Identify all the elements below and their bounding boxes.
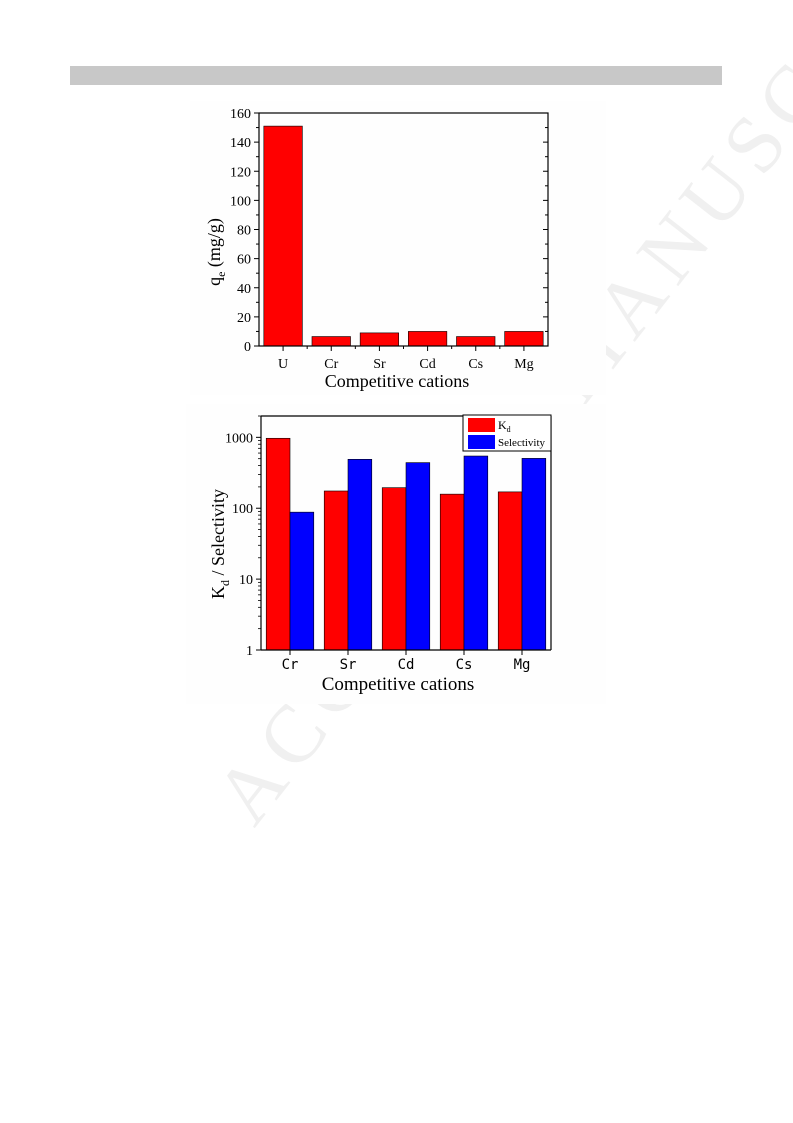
x-axis-label: Competitive cations	[322, 674, 475, 695]
figure-panel-bottom: 1 10 100 1000 Cr Sr Cd Cs Mg Kd Selectivity Com…	[186, 404, 606, 704]
y-tick-label: 40	[237, 282, 251, 297]
bar-u	[263, 125, 303, 347]
bar-cs	[456, 336, 496, 347]
bar-selectivity-sr	[347, 459, 373, 651]
bar-selectivity-mg	[521, 458, 547, 651]
y-tick-label: 100	[232, 502, 253, 517]
bar-cd	[408, 331, 448, 347]
legend-swatch-kd	[468, 418, 495, 432]
y-tick-label: 0	[244, 340, 251, 355]
y-tick-label: 80	[237, 224, 251, 239]
x-tick-label-sr: Sr	[340, 657, 357, 673]
x-tick-label-cr: Cr	[282, 657, 299, 673]
y-tick-label: 140	[230, 136, 251, 151]
header-bar	[70, 66, 722, 85]
x-tick-label-cd: Cd	[419, 357, 435, 372]
x-axis-label: Competitive cations	[325, 371, 469, 391]
y-tick-label: 20	[237, 311, 251, 326]
y-tick-label: 100	[230, 194, 251, 209]
y-tick-label: 60	[237, 253, 251, 268]
y-tick-label: 1	[246, 644, 253, 659]
legend-label-kd: Kd	[498, 418, 511, 434]
bar-kd-cd	[381, 487, 407, 651]
bar-kd-sr	[323, 490, 349, 651]
x-tick-label-cr: Cr	[324, 357, 338, 372]
y-axis-label: qe (mg/g)	[204, 218, 228, 286]
bar-kd-mg	[497, 491, 523, 651]
y-tick-label: 1000	[225, 431, 253, 446]
x-tick-label-mg: Mg	[514, 657, 531, 673]
figure-panel-top: 0 20 40 60 80 100 120 140 160 U Cr Sr Cd Cs Mg Compet…	[190, 101, 606, 395]
bar-kd-cr	[265, 437, 291, 651]
x-tick-label-sr: Sr	[373, 357, 386, 372]
bar-selectivity-cd	[405, 462, 431, 651]
qe-bar-chart: 0 20 40 60 80 100 120 140 160 U Cr Sr Cd Cs Mg Compet…	[204, 107, 549, 391]
x-tick-label-u: U	[278, 357, 288, 372]
bar-mg	[504, 331, 544, 347]
bar-cr	[311, 336, 351, 347]
bar-kd-cs	[439, 493, 465, 651]
y-tick-label: 120	[230, 165, 251, 180]
bar-selectivity-cs	[463, 455, 489, 651]
x-tick-label-cs: Cs	[456, 657, 473, 673]
x-tick-label-mg: Mg	[514, 357, 533, 372]
legend: Kd Selectivity	[462, 414, 552, 452]
x-tick-label-cd: Cd	[398, 657, 415, 673]
legend-swatch-selectivity	[468, 435, 495, 449]
kd-selectivity-bar-chart: 1 10 100 1000 Cr Sr Cd Cs Mg Kd Selectivity Com…	[208, 414, 552, 695]
x-tick-label-cs: Cs	[468, 357, 483, 372]
bar-selectivity-cr	[289, 511, 315, 651]
y-tick-label: 160	[230, 107, 251, 122]
y-axis-label: Kd / Selectivity	[208, 489, 232, 599]
bar-sr	[359, 332, 399, 347]
legend-label-selectivity: Selectivity	[498, 437, 546, 449]
y-tick-label: 10	[239, 573, 253, 588]
